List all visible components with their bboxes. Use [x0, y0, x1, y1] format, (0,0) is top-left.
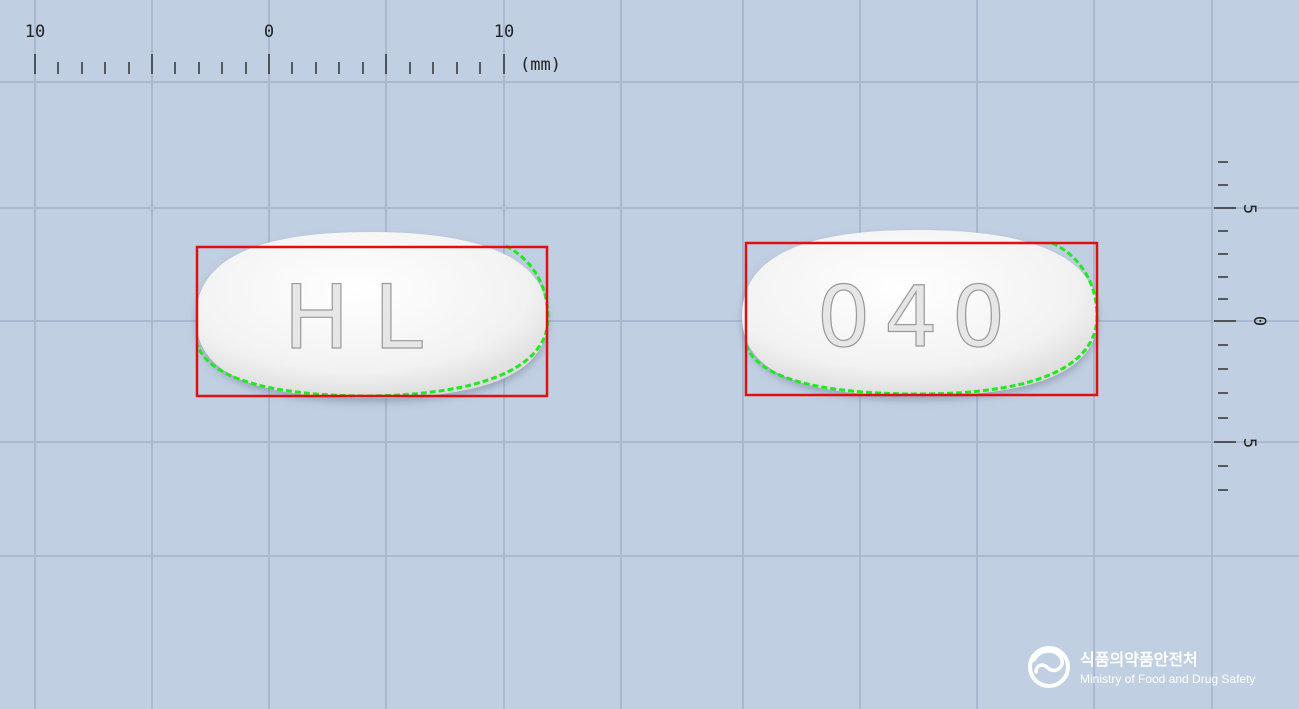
ministry-logo-korean: 식품의약품안전처 [1080, 650, 1198, 669]
top-ruler-label-zero: 0 [264, 22, 274, 42]
tablet-back-contour [744, 241, 1099, 396]
tablet-back: 040 [742, 230, 1099, 397]
tablet-back-imprint: 040 [817, 268, 1019, 366]
right-ruler-label-zero: 0 [1249, 316, 1269, 326]
top-ruler-ticks [34, 54, 505, 74]
tablet-front-contour [195, 244, 550, 398]
ministry-logo: 식품의약품안전처 Ministry of Food and Drug Safet… [1028, 646, 1255, 688]
ministry-logo-emblem-icon [1028, 646, 1070, 688]
tablet-back-bounding-box [744, 241, 1099, 397]
top-ruler: 10 0 10 (mm) [25, 22, 561, 75]
tablet-back-body [742, 230, 1098, 396]
tablet-front-imprint: HL [283, 266, 446, 369]
right-ruler-label-bottom: 5 [1239, 438, 1259, 448]
ministry-logo-english: Ministry of Food and Drug Safety [1080, 672, 1255, 686]
top-ruler-unit: (mm) [520, 55, 561, 75]
tablet-front-body [196, 232, 548, 398]
right-ruler-label-top: 5 [1239, 204, 1259, 214]
tablet-front-bounding-box [195, 245, 549, 398]
top-ruler-label-left: 10 [25, 22, 45, 42]
right-ruler-ticks [1214, 161, 1236, 491]
ministry-logo-swirl-icon [1032, 649, 1064, 674]
right-ruler: 5 0 5 [1214, 161, 1269, 491]
top-ruler-label-right: 10 [494, 22, 514, 42]
tablet-front: HL [195, 232, 550, 398]
